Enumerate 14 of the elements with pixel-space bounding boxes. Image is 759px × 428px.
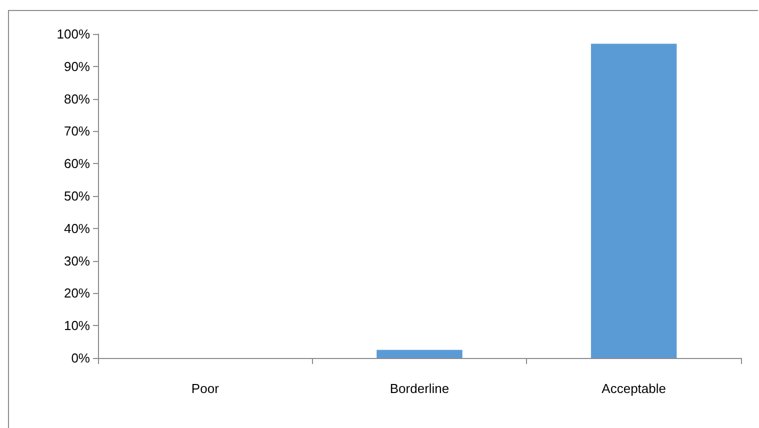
y-tick-label: 90% — [64, 58, 90, 74]
y-tick-label: 50% — [64, 188, 90, 204]
y-tick-label: 40% — [64, 220, 90, 236]
y-tick-label: 60% — [64, 156, 90, 172]
x-tick-label: Borderline — [390, 381, 450, 396]
y-tick-label: 10% — [64, 318, 90, 334]
x-tick-label: Acceptable — [602, 381, 666, 396]
y-tick-label: 70% — [64, 124, 90, 139]
y-tick-label: 80% — [64, 91, 90, 106]
y-tick-label: 0% — [71, 350, 90, 366]
y-tick-label: 30% — [64, 253, 90, 268]
x-tick-label: Poor — [191, 381, 220, 396]
y-tick-label: 20% — [64, 286, 90, 301]
y-tick-label: 100% — [56, 26, 90, 42]
